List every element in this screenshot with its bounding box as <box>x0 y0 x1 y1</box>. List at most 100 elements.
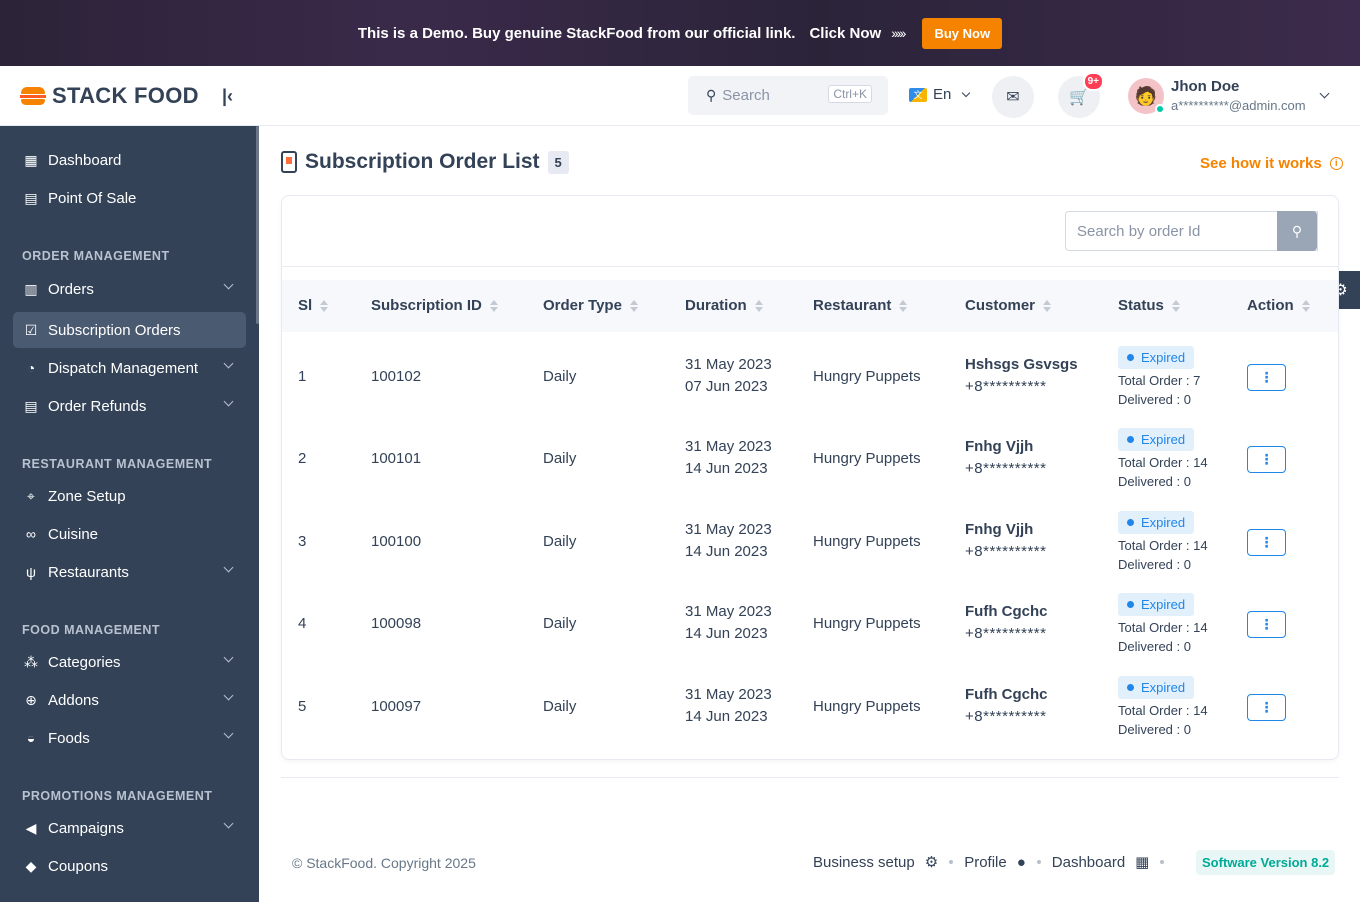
status-label: Expired <box>1141 432 1186 447</box>
duration-start: 31 May 2023 <box>685 521 772 538</box>
header-label: Sl <box>298 297 313 314</box>
messages-button[interactable]: ✉ <box>992 76 1034 118</box>
info-icon: i <box>1329 157 1343 170</box>
column-header-sl[interactable]: Sl <box>298 297 329 314</box>
status-label: Expired <box>1141 515 1186 530</box>
click-now-link[interactable]: Click Now <box>809 24 882 42</box>
cell-subscription-id[interactable]: 100098 <box>371 615 422 632</box>
cell-customer[interactable]: Fufh Cgchc +8********** <box>965 684 1048 728</box>
sidebar-item-foods[interactable]: ◒ Foods <box>13 720 246 756</box>
cell-status: Expired Total Order : 7 Delivered : 0 <box>1118 346 1200 409</box>
row-action-button[interactable]: ⋮ <box>1247 694 1286 721</box>
table-row: 2 100101 Daily 31 May 2023 14 Jun 2023 H… <box>282 418 1338 500</box>
search-button[interactable]: ⚲ <box>1277 211 1317 251</box>
section-order-management: ORDER MANAGEMENT <box>22 249 170 263</box>
sidebar-item-dispatch-management[interactable]: ◔ Dispatch Management <box>13 350 246 386</box>
user-name[interactable]: Jhon Doe <box>1171 78 1240 95</box>
header-label: Order Type <box>543 297 622 314</box>
footer-link-profile[interactable]: Profile ● <box>964 854 1026 871</box>
sidebar-scrollbar[interactable] <box>256 126 259 324</box>
sidebar-collapse-icon[interactable]: |‹ <box>222 86 234 106</box>
customer-name: Fufh Cgchc <box>965 603 1048 620</box>
footer-link-dashboard[interactable]: Dashboard ▦ <box>1052 853 1150 872</box>
customer-phone: +8********** <box>965 378 1047 395</box>
sidebar-item-cuisine[interactable]: ∞ Cuisine <box>13 516 246 552</box>
column-header-action[interactable]: Action <box>1247 297 1310 314</box>
sort-icon <box>1171 299 1180 312</box>
separator-dot <box>949 860 954 864</box>
cell-subscription-id[interactable]: 100102 <box>371 368 422 385</box>
language-selector[interactable]: 文 En <box>909 86 971 103</box>
cell-restaurant[interactable]: Hungry Puppets <box>813 615 921 632</box>
sidebar-item-campaigns[interactable]: ◀ Campaigns <box>13 810 246 846</box>
header-label: Status <box>1118 297 1164 314</box>
header-label: Action <box>1247 297 1294 314</box>
column-header-order-type[interactable]: Order Type <box>543 297 638 314</box>
order-id-search-input[interactable]: Search by order Id <box>1065 211 1318 251</box>
footer-link-business-setup[interactable]: Business setup ⚙ <box>813 853 938 872</box>
customer-name: Fnhg Vjjh <box>965 521 1034 538</box>
cell-restaurant[interactable]: Hungry Puppets <box>813 450 921 467</box>
sidebar-item-label: Dashboard <box>48 151 122 169</box>
cell-status: Expired Total Order : 14 Delivered : 0 <box>1118 676 1208 739</box>
column-header-duration[interactable]: Duration <box>685 297 763 314</box>
search-icon: ⚲ <box>706 87 717 103</box>
how-it-works-link[interactable]: See how it works i <box>1200 155 1343 172</box>
cell-subscription-id[interactable]: 100097 <box>371 698 422 715</box>
sidebar-item-label: Point Of Sale <box>48 189 137 207</box>
sidebar-item-restaurants[interactable]: ψ Restaurants <box>13 554 246 590</box>
cell-customer[interactable]: Fufh Cgchc +8********** <box>965 601 1048 645</box>
brand-logo[interactable]: STACK FOOD <box>20 83 199 109</box>
brand-area: STACK FOOD |‹ <box>0 66 259 126</box>
column-header-subscription-id[interactable]: Subscription ID <box>371 297 498 314</box>
row-action-button[interactable]: ⋮ <box>1247 364 1286 391</box>
column-header-customer[interactable]: Customer <box>965 297 1052 314</box>
orders-card: Search by order Id ⚲ Sl Subscription ID … <box>281 195 1339 760</box>
total-order: Total Order : 7 <box>1118 373 1201 388</box>
user-icon: ● <box>1016 853 1026 871</box>
duration-end: 14 Jun 2023 <box>685 543 768 560</box>
avatar[interactable]: 🧑 <box>1128 78 1165 114</box>
sidebar-item-point-of-sale[interactable]: ▤ Point Of Sale <box>13 180 246 216</box>
sidebar-item-order-refunds[interactable]: ▤ Order Refunds <box>13 388 246 424</box>
total-order: Total Order : 14 <box>1118 455 1208 470</box>
chevron-down-icon[interactable] <box>1319 88 1330 99</box>
divider <box>282 266 1338 267</box>
dispatch-icon: ◔ <box>26 360 36 376</box>
cell-customer[interactable]: Fnhg Vjjh +8********** <box>965 436 1046 480</box>
how-it-works-label: See how it works <box>1200 155 1322 172</box>
cell-restaurant[interactable]: Hungry Puppets <box>813 698 921 715</box>
chevron-down-icon <box>223 358 234 369</box>
sort-icon <box>629 299 638 312</box>
status-badge: Expired <box>1118 676 1195 699</box>
sidebar-item-dashboard[interactable]: ▦ Dashboard <box>13 142 246 178</box>
global-search-input[interactable]: ⚲ Search Ctrl+K <box>688 76 888 115</box>
column-header-restaurant[interactable]: Restaurant <box>813 297 908 314</box>
cell-subscription-id[interactable]: 100100 <box>371 533 422 550</box>
cell-restaurant[interactable]: Hungry Puppets <box>813 533 921 550</box>
cell-restaurant[interactable]: Hungry Puppets <box>813 368 921 385</box>
header-label: Subscription ID <box>371 297 482 314</box>
cell-sl: 4 <box>298 615 307 632</box>
row-action-button[interactable]: ⋮ <box>1247 611 1286 638</box>
table-row: 1 100102 Daily 31 May 2023 07 Jun 2023 H… <box>282 336 1338 418</box>
cell-customer[interactable]: Hshsgs Gsvsgs +8********** <box>965 354 1078 398</box>
cart-button[interactable]: 🛒 9+ <box>1058 72 1104 118</box>
sidebar-item-orders[interactable]: ▥ Orders <box>13 271 246 307</box>
sidebar-item-zone-setup[interactable]: ⌖ Zone Setup <box>13 478 246 514</box>
message-icon: ✉ <box>1006 89 1020 106</box>
sidebar-item-coupons[interactable]: ◆ Coupons <box>13 848 246 884</box>
cell-subscription-id[interactable]: 100101 <box>371 450 422 467</box>
row-action-button[interactable]: ⋮ <box>1247 529 1286 556</box>
cell-customer[interactable]: Fnhg Vjjh +8********** <box>965 519 1046 563</box>
cell-duration: 31 May 2023 14 Jun 2023 <box>685 601 772 645</box>
column-header-status[interactable]: Status <box>1118 297 1180 314</box>
sidebar-item-subscription-orders[interactable]: ☑ Subscription Orders <box>13 312 246 348</box>
sidebar-item-categories[interactable]: ⁂ Categories <box>13 644 246 680</box>
sidebar-item-addons[interactable]: ⊕ Addons <box>13 682 246 718</box>
buy-now-button[interactable]: Buy Now <box>922 17 1003 49</box>
row-action-button[interactable]: ⋮ <box>1247 446 1286 473</box>
cell-status: Expired Total Order : 14 Delivered : 0 <box>1118 428 1208 491</box>
sidebar-item-label: Dispatch Management <box>48 359 199 377</box>
cell-status: Expired Total Order : 14 Delivered : 0 <box>1118 511 1208 574</box>
